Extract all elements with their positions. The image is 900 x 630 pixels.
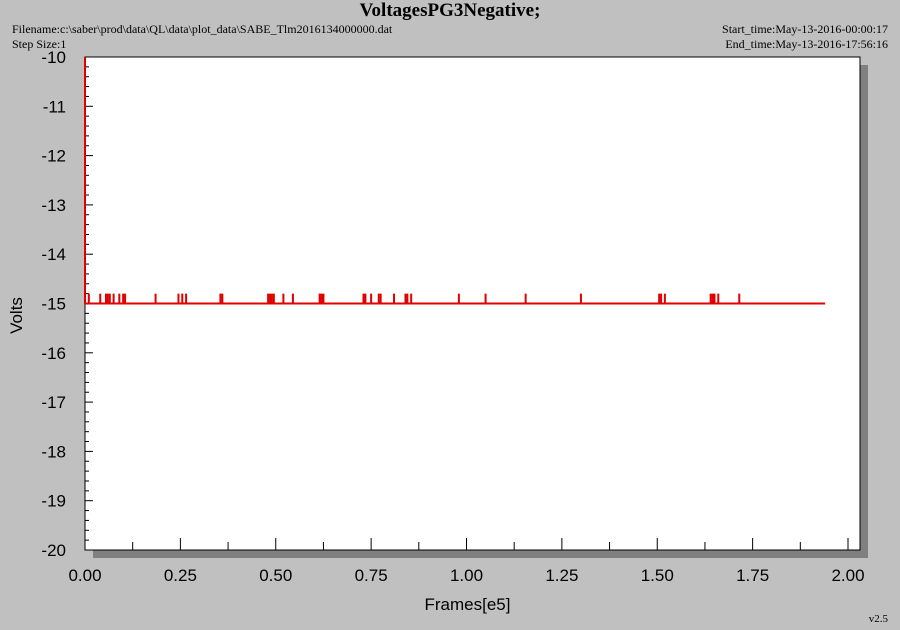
x-tick-label: 0.50 xyxy=(259,566,292,585)
x-axis-label: Frames[e5] xyxy=(425,595,511,614)
step-size-label: Step Size:1 xyxy=(12,37,67,51)
x-tick-label: 1.75 xyxy=(736,566,769,585)
chart-title: VoltagesPG3Negative; xyxy=(359,0,541,21)
series-volts xyxy=(84,57,826,305)
y-tick-label: -15 xyxy=(41,295,66,314)
x-tick-label: 2.00 xyxy=(831,566,864,585)
y-tick-label: -19 xyxy=(41,492,66,511)
y-tick-label: -18 xyxy=(41,442,66,461)
x-tick-label: 0.25 xyxy=(164,566,197,585)
y-tick-label: -17 xyxy=(41,393,66,412)
x-tick-label: 0.75 xyxy=(355,566,388,585)
y-tick-label: -11 xyxy=(43,97,66,116)
filename-label: Filename:c:\saber\prod\data\QL\data\plot… xyxy=(12,22,393,36)
x-tick-label: 1.00 xyxy=(450,566,483,585)
y-tick-label: -14 xyxy=(41,245,66,264)
x-tick-label: 1.50 xyxy=(641,566,674,585)
x-axis: 0.00 0.25 0.50 0.75 1.00 1.25 1.50 1.75 2.00 xyxy=(68,538,865,585)
y-tick-label: -10 xyxy=(41,48,66,67)
y-axis: -10 -11 -12 -13 -14 -15 -16 -17 -18 -19 -20 xyxy=(41,48,93,560)
x-tick-label: 0.00 xyxy=(68,566,101,585)
version-label: v2.5 xyxy=(868,613,888,625)
y-tick-label: -20 xyxy=(41,541,66,560)
y-tick-label: -13 xyxy=(41,196,66,215)
start-time-label: Start_time:May-13-2016-00:00:17 xyxy=(722,22,888,36)
x-tick-label: 1.25 xyxy=(545,566,578,585)
y-tick-label: -12 xyxy=(41,147,66,166)
y-tick-label: -16 xyxy=(41,344,66,363)
end-time-label: End_time:May-13-2016-17:56:16 xyxy=(725,37,888,51)
y-axis-label: Volts xyxy=(7,297,26,334)
